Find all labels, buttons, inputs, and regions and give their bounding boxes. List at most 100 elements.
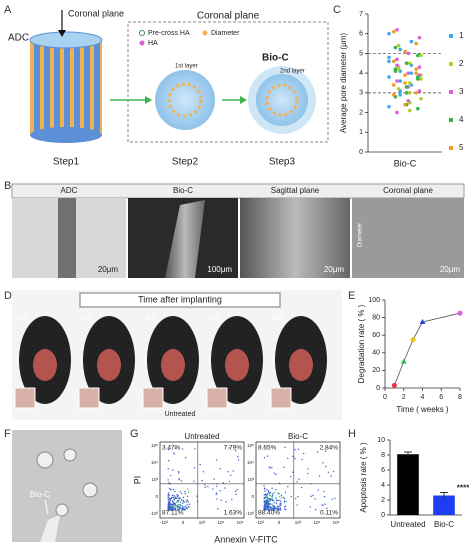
event-dot xyxy=(266,502,268,504)
event-dot xyxy=(263,485,265,487)
particle xyxy=(82,482,98,498)
x-tick-label: 10⁴ xyxy=(314,520,321,525)
event-dot xyxy=(309,506,311,508)
point xyxy=(403,49,407,54)
arrowhead xyxy=(145,96,152,104)
event-dot xyxy=(272,509,274,511)
event-dot xyxy=(324,503,326,505)
point xyxy=(396,87,401,91)
event-dot xyxy=(267,504,269,506)
event-dot xyxy=(294,448,296,451)
event-dot xyxy=(318,475,321,477)
event-dot xyxy=(263,499,265,501)
event-dot xyxy=(177,470,180,473)
event-dot xyxy=(174,496,176,498)
x-tick-label: 6 xyxy=(439,394,443,401)
event-dot xyxy=(276,507,279,509)
quadrant-percent: 1.63% xyxy=(224,510,243,517)
zoom-box xyxy=(127,21,329,143)
plot-frame xyxy=(255,441,341,519)
label: Bio-C xyxy=(262,53,289,64)
quadrant-percent: 87.11% xyxy=(162,510,184,517)
point xyxy=(403,73,407,77)
event-dot xyxy=(264,497,266,499)
point xyxy=(408,61,412,66)
point xyxy=(408,108,412,113)
event-dot xyxy=(182,499,185,502)
event-dot xyxy=(269,467,271,469)
event-dot xyxy=(323,490,325,493)
y-tick-label: 100 xyxy=(368,297,380,304)
event-dot xyxy=(283,497,286,500)
event-dot xyxy=(296,481,298,483)
event-dot xyxy=(178,472,180,474)
event-dot xyxy=(188,503,190,505)
event-dot xyxy=(321,504,323,506)
event-dot xyxy=(263,509,265,511)
event-dot xyxy=(173,508,176,511)
column-header: Bio-C xyxy=(173,186,193,195)
point xyxy=(416,53,420,58)
event-dot xyxy=(169,506,171,508)
event-dot xyxy=(173,504,175,506)
event-dot xyxy=(266,489,268,491)
event-dot xyxy=(270,507,272,510)
y-tick-label: 4 xyxy=(381,482,385,489)
arrowhead xyxy=(58,30,66,37)
scale-bar: 20μm xyxy=(440,265,461,274)
event-dot xyxy=(274,507,277,510)
event-dot xyxy=(275,502,278,505)
cylinder-body xyxy=(30,40,102,135)
x-tick-label: Bio-C xyxy=(394,158,417,168)
y-tick-label: 0 xyxy=(155,494,158,499)
event-dot xyxy=(170,489,172,491)
event-dot xyxy=(271,496,273,499)
event-dot xyxy=(184,505,186,508)
event-dot xyxy=(167,508,170,511)
y-axis-label: Degradation rate ( % ) xyxy=(357,304,366,383)
event-dot xyxy=(282,496,284,499)
point xyxy=(387,104,391,109)
point xyxy=(417,89,422,93)
y-tick-label: 0 xyxy=(359,149,363,156)
x-tick-label: 10⁵ xyxy=(333,520,340,525)
event-dot xyxy=(327,471,330,474)
event-dot xyxy=(172,506,174,508)
y-tick-label: 0 xyxy=(376,385,380,392)
y-tick-label: 20 xyxy=(372,367,380,374)
wound xyxy=(225,349,249,381)
annotation: **** xyxy=(457,484,470,493)
y-tick-label: 1 xyxy=(359,129,363,136)
step-label: Step2 xyxy=(172,157,199,168)
event-dot xyxy=(171,494,174,497)
event-dot xyxy=(270,509,272,511)
event-dot xyxy=(326,507,328,510)
x-tick-label: 10³ xyxy=(295,520,302,525)
event-dot xyxy=(263,505,265,508)
event-dot xyxy=(276,508,279,511)
event-dot xyxy=(178,508,180,511)
point xyxy=(393,45,398,50)
event-dot xyxy=(310,495,312,498)
event-dot xyxy=(177,499,179,502)
event-dot xyxy=(267,491,270,493)
y-tick-label: 6 xyxy=(381,467,385,474)
point xyxy=(406,51,411,56)
y-axis-label: Average pore diameter (μm) xyxy=(339,33,348,133)
event-dot xyxy=(294,497,297,500)
x-tick-label: 0 xyxy=(383,394,387,401)
event-dot xyxy=(263,488,266,490)
event-dot xyxy=(173,494,175,497)
timepoint: 3W xyxy=(145,313,157,322)
event-dot xyxy=(170,497,172,500)
event-dot xyxy=(283,500,286,502)
layer-disc xyxy=(155,70,215,130)
scale-bar: 20μm xyxy=(98,265,119,274)
point xyxy=(387,75,391,79)
event-dot xyxy=(294,457,296,460)
y-tick-label: 0 xyxy=(381,512,385,519)
event-dot xyxy=(168,482,170,484)
event-dot xyxy=(225,501,227,503)
timepoint: 2W xyxy=(81,313,93,322)
y-tick-label: -10³ xyxy=(150,511,159,516)
